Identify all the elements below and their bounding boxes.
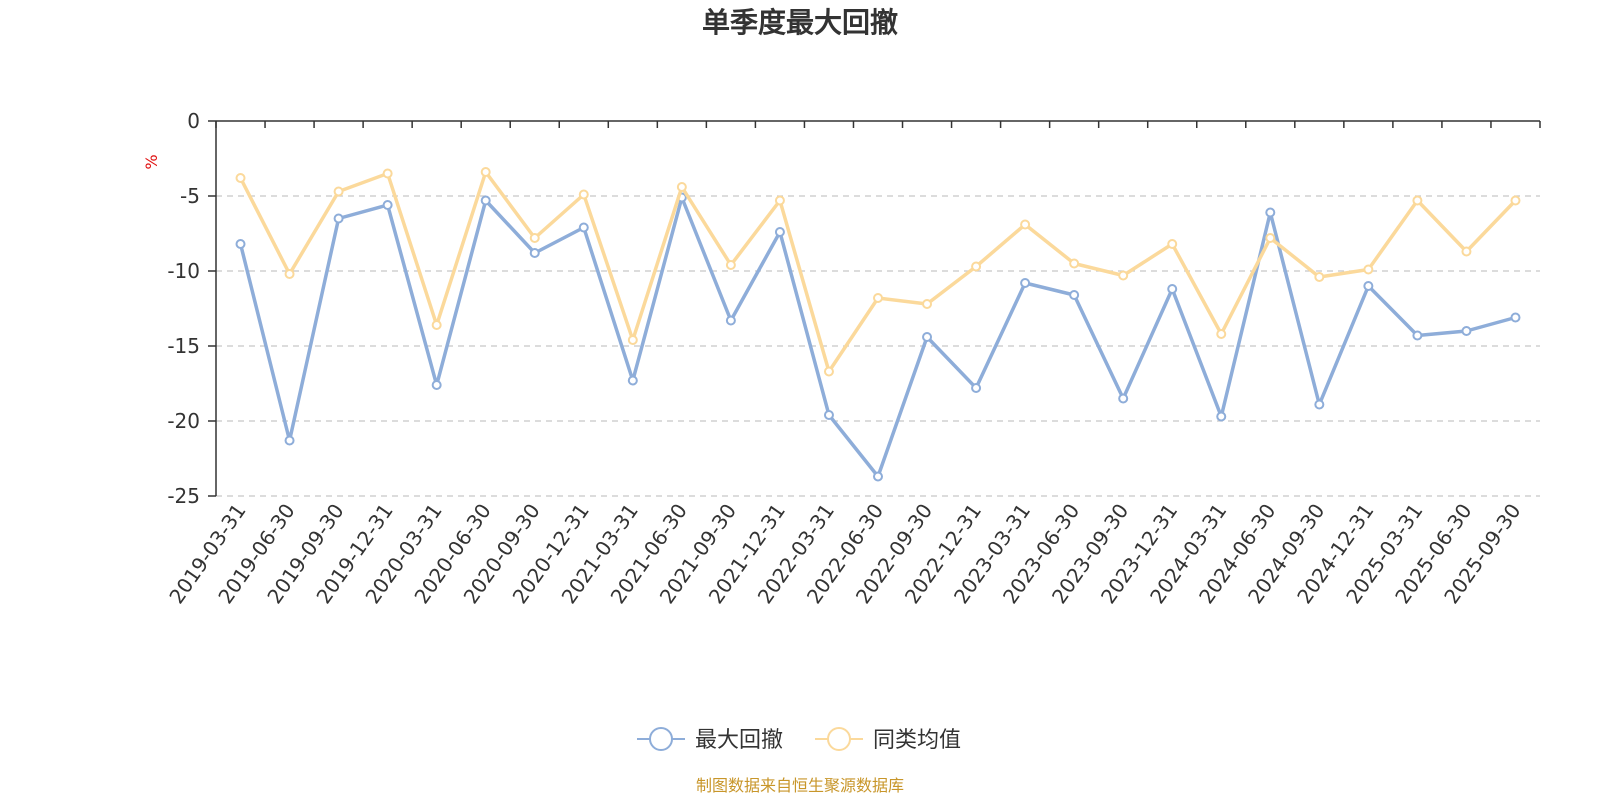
data-point[interactable] — [1069, 258, 1080, 269]
data-point[interactable] — [1363, 281, 1374, 291]
grid-lines — [216, 195, 1540, 497]
data-point[interactable] — [725, 315, 736, 326]
data-point[interactable] — [1265, 233, 1276, 243]
data-point[interactable] — [578, 222, 589, 233]
data-point[interactable] — [1510, 195, 1521, 206]
source-footnote: 制图数据来自恒生聚源数据库 — [696, 776, 904, 795]
data-point[interactable] — [823, 410, 834, 420]
data-point[interactable] — [1265, 207, 1276, 218]
data-point[interactable] — [480, 195, 491, 206]
series-1 — [235, 192, 1521, 482]
data-point[interactable] — [627, 375, 638, 386]
data-point[interactable] — [1216, 411, 1227, 422]
data-point[interactable] — [578, 189, 589, 200]
data-point[interactable] — [1118, 270, 1129, 281]
legend-marker — [827, 727, 851, 751]
y-tick-label: -5 — [180, 184, 200, 208]
data-point[interactable] — [676, 182, 687, 192]
data-point[interactable] — [774, 227, 785, 237]
axes — [215, 120, 1540, 496]
data-point[interactable] — [1412, 330, 1423, 341]
data-point[interactable] — [1216, 329, 1227, 339]
chart-title: 单季度最大回撤 — [702, 6, 898, 39]
data-point[interactable] — [480, 167, 491, 177]
data-point[interactable] — [1510, 312, 1521, 323]
data-point[interactable] — [1461, 246, 1472, 257]
legend-marker — [649, 727, 673, 751]
y-tick-label: -15 — [167, 334, 200, 358]
data-point[interactable] — [1118, 393, 1129, 404]
data-point[interactable] — [1412, 195, 1423, 206]
data-point[interactable] — [382, 168, 393, 179]
data-point[interactable] — [1314, 399, 1325, 410]
data-point[interactable] — [873, 471, 883, 482]
data-point[interactable] — [431, 380, 442, 390]
legend-label: 最大回撤 — [695, 728, 783, 753]
x-axis-ticks: 2019-03-312019-06-302019-09-302019-12-31… — [164, 121, 1541, 608]
y-tick-label: -25 — [167, 484, 200, 508]
y-tick-label: -10 — [167, 259, 200, 283]
y-axis-ticks: 0 -5 -10 -15 -20 -25 — [167, 109, 216, 508]
series-line — [238, 195, 1516, 479]
data-point[interactable] — [627, 335, 638, 345]
data-point[interactable] — [235, 239, 246, 249]
legend[interactable]: 最大回撤 同类均值 — [637, 727, 961, 753]
series-line — [238, 170, 1517, 374]
data-point[interactable] — [823, 366, 834, 377]
data-point[interactable] — [774, 195, 785, 206]
data-point[interactable] — [333, 186, 344, 197]
data-point[interactable] — [922, 299, 933, 309]
series-2 — [235, 167, 1521, 377]
y-tick-label: -20 — [167, 409, 200, 433]
data-point[interactable] — [1069, 290, 1080, 300]
data-point[interactable] — [333, 213, 344, 224]
y-tick-label: 0 — [187, 109, 200, 133]
series-group — [235, 167, 1521, 482]
data-point[interactable] — [382, 200, 393, 210]
data-point[interactable] — [971, 383, 982, 393]
data-point[interactable] — [1461, 326, 1472, 336]
data-point[interactable] — [1020, 219, 1031, 230]
data-point[interactable] — [922, 332, 933, 342]
data-point[interactable] — [873, 293, 883, 303]
data-point[interactable] — [1363, 264, 1374, 275]
data-point[interactable] — [1020, 278, 1031, 288]
data-point[interactable] — [529, 248, 540, 258]
data-point[interactable] — [431, 320, 442, 330]
data-point[interactable] — [1167, 239, 1178, 249]
data-point[interactable] — [1167, 284, 1178, 294]
y-unit-label: % — [142, 154, 161, 169]
data-point[interactable] — [235, 173, 246, 183]
data-point[interactable] — [725, 260, 736, 270]
data-point[interactable] — [529, 233, 540, 243]
data-point[interactable] — [971, 261, 982, 272]
data-point[interactable] — [284, 435, 295, 446]
data-point[interactable] — [284, 269, 295, 279]
legend-item-2[interactable]: 同类均值 — [815, 727, 961, 753]
legend-item-1[interactable]: 最大回撤 — [637, 727, 783, 753]
data-point[interactable] — [1314, 272, 1325, 282]
legend-label: 同类均值 — [873, 728, 961, 753]
